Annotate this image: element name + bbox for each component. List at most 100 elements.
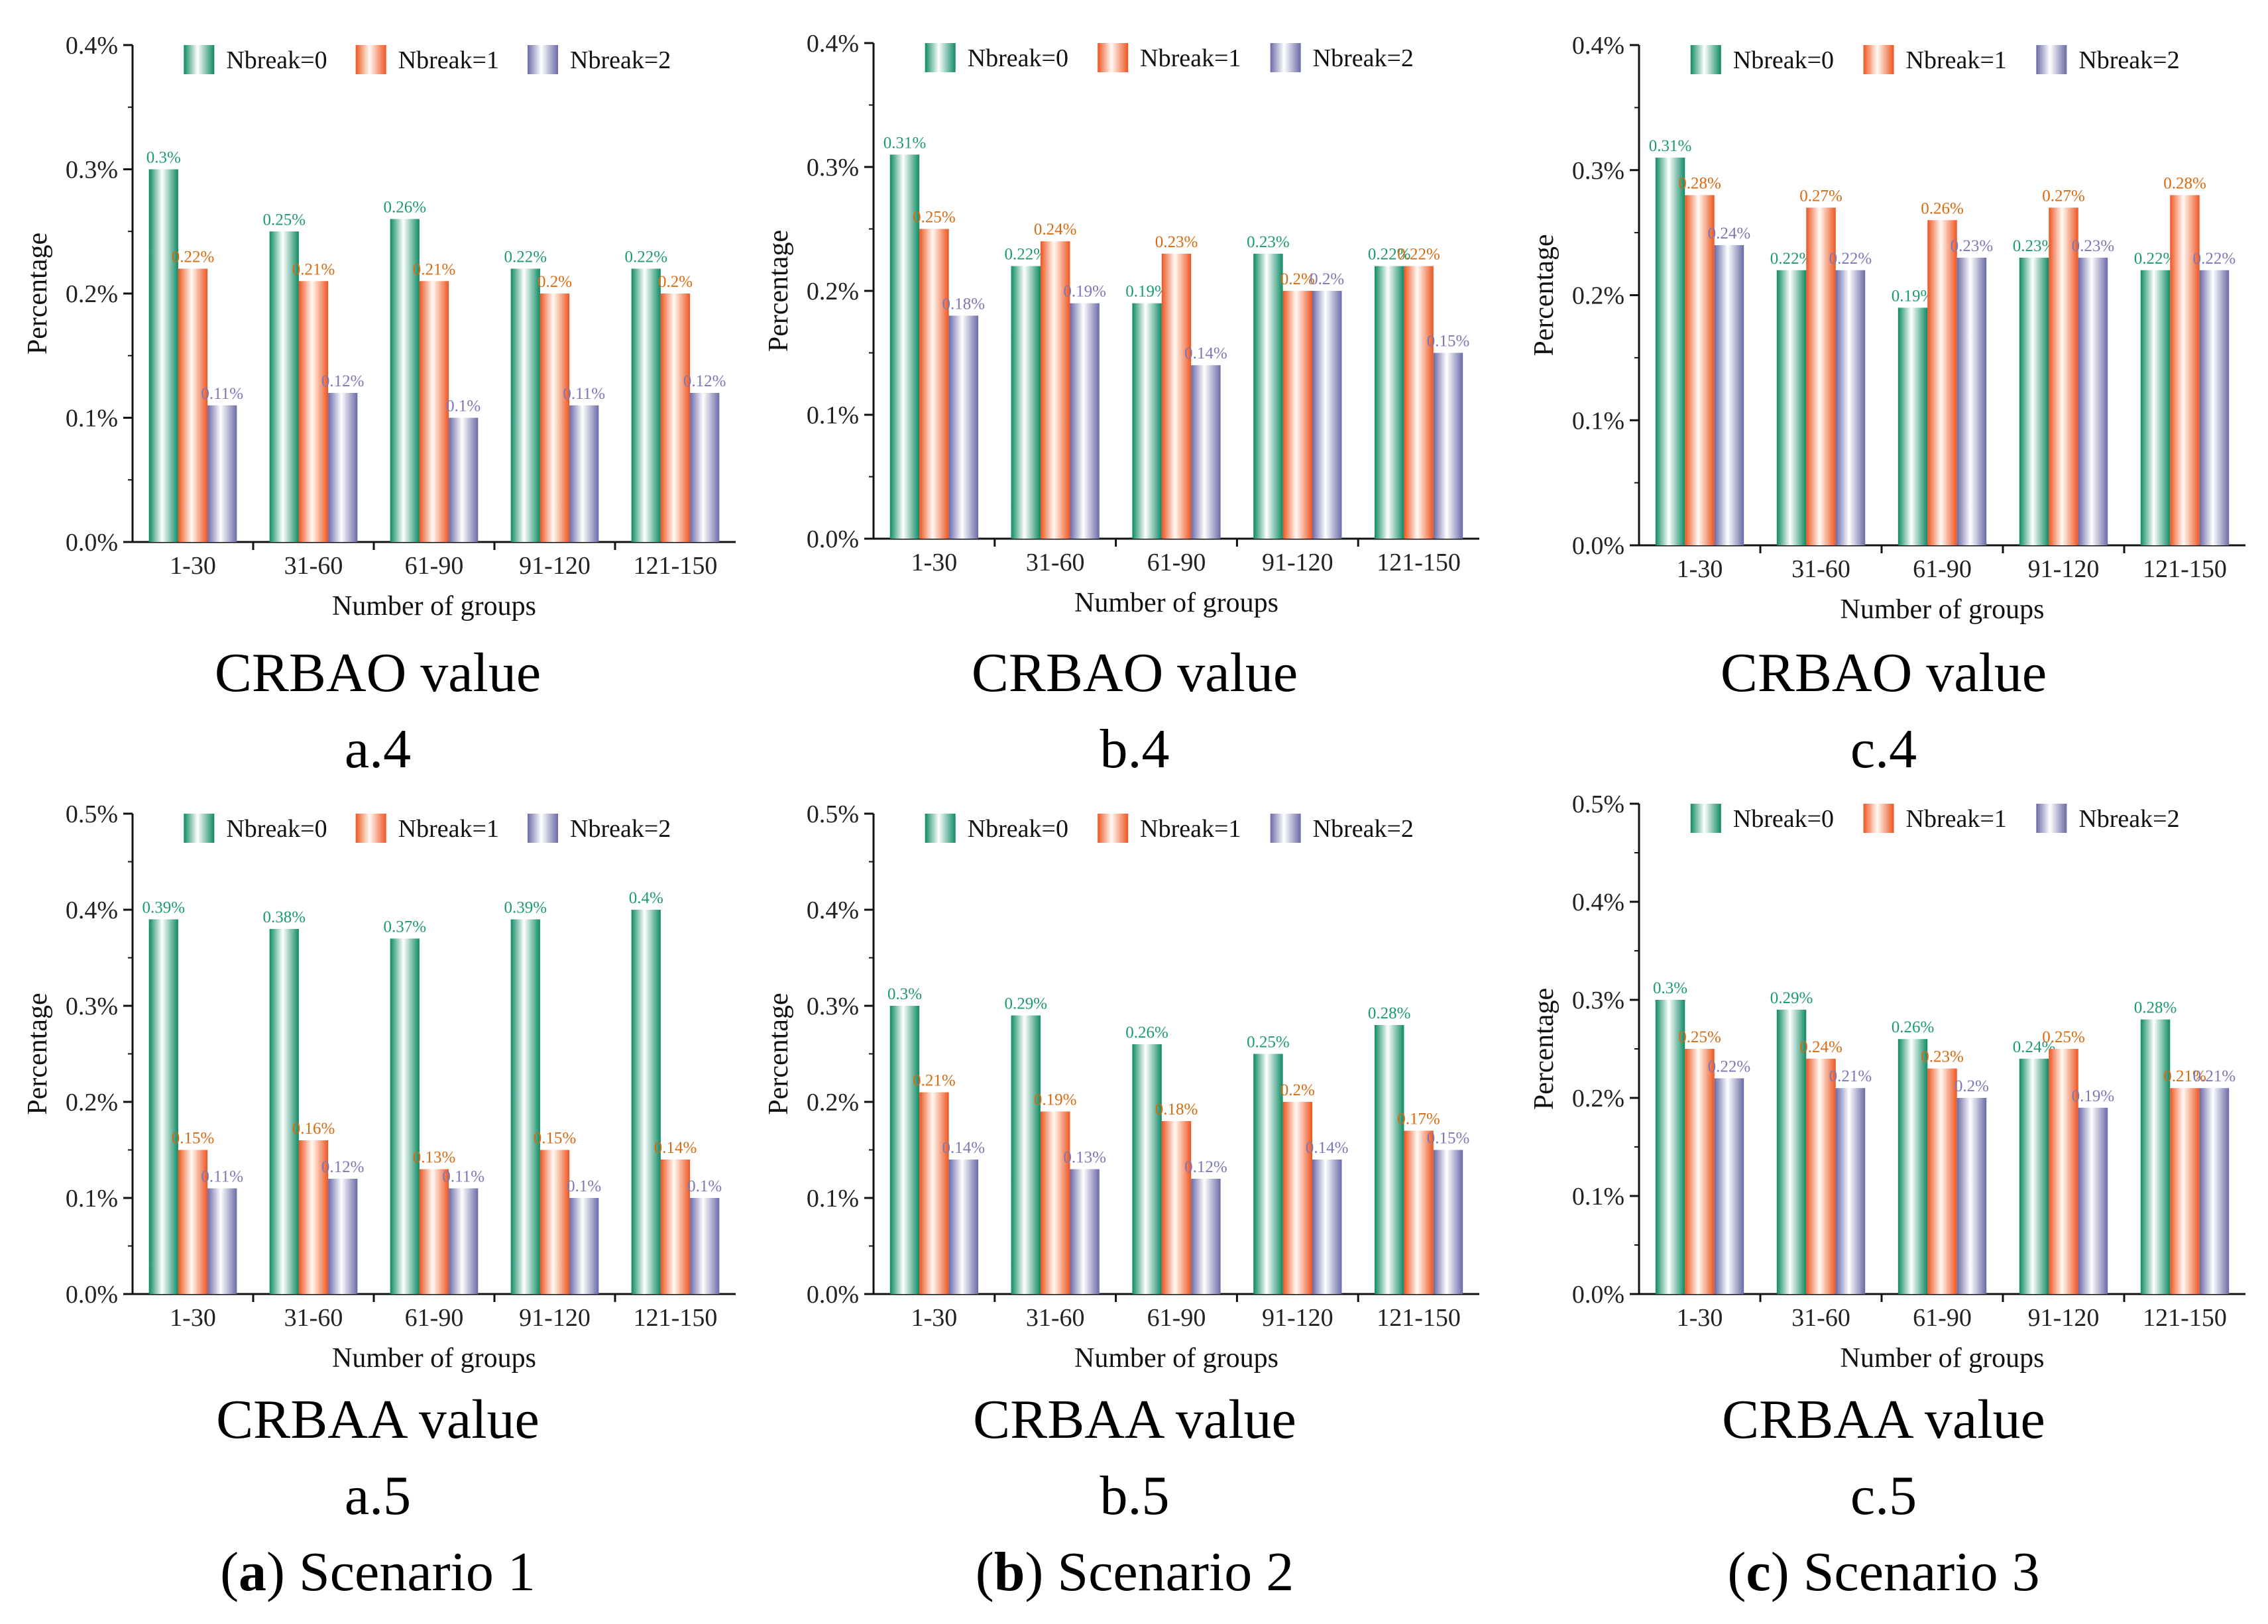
x-tick-label: 31-60 [284, 552, 343, 580]
data-label-nbreak0: 0.22% [624, 248, 667, 266]
data-label-nbreak2: 0.21% [2193, 1067, 2236, 1085]
y-tick-label: 0.4% [66, 896, 118, 924]
data-label-nbreak1: 0.22% [172, 248, 215, 266]
legend-swatch-nbreak1 [1098, 43, 1129, 72]
bar-nbreak1-121-150 [660, 294, 691, 542]
data-label-nbreak1: 0.23% [1921, 1048, 1964, 1066]
data-label-nbreak0: 0.22% [2134, 250, 2177, 268]
y-tick-label: 0.2% [807, 1089, 859, 1116]
y-tick-label: 0.1% [1572, 1183, 1624, 1211]
x-tick-label: 91-120 [2028, 555, 2100, 583]
data-label-nbreak2: 0.11% [442, 1168, 484, 1186]
data-label-nbreak2: 0.21% [1829, 1067, 1872, 1085]
y-tick-label: 0.3% [1572, 157, 1624, 185]
bar-nbreak1-91-120 [539, 1150, 570, 1294]
bar-nbreak2-1-30 [207, 405, 237, 542]
data-label-nbreak2: 0.14% [1306, 1139, 1349, 1157]
data-label-nbreak1: 0.2% [538, 273, 572, 291]
legend-label-nbreak1: Nbreak=1 [1140, 44, 1241, 72]
x-tick-label: 91-120 [1262, 1304, 1333, 1332]
data-label-nbreak1: 0.2% [1280, 1081, 1315, 1099]
data-label-nbreak1: 0.27% [1799, 187, 1843, 205]
chart-label-b5: b.5 [1100, 1465, 1170, 1527]
bar-nbreak1-61-90 [419, 281, 449, 542]
x-tick-label: 121-150 [2143, 555, 2227, 583]
y-tick-label: 0.5% [66, 800, 118, 828]
y-tick-label: 0.1% [807, 1185, 859, 1213]
bar-nbreak0-91-120 [2019, 257, 2049, 545]
scenario-title-a: Scenario 1 [285, 1541, 536, 1603]
data-label-nbreak1: 0.25% [913, 209, 956, 227]
data-label-nbreak1: 0.21% [2163, 1067, 2206, 1085]
y-axis-title: Percentage [1529, 234, 1559, 356]
y-tick-label: 0.1% [66, 405, 118, 433]
data-label-nbreak2: 0.2% [1310, 270, 1344, 288]
x-tick-label: 61-90 [1147, 1304, 1206, 1332]
bar-nbreak2-61-90 [1956, 257, 1987, 545]
data-label-nbreak2: 0.1% [446, 398, 481, 415]
bar-nbreak2-121-150 [690, 393, 720, 542]
bar-nbreak2-31-60 [328, 1179, 358, 1294]
data-label-nbreak2: 0.11% [563, 385, 605, 403]
y-tick-label: 0.0% [66, 1281, 118, 1309]
data-label-nbreak2: 0.23% [2072, 237, 2115, 255]
data-label-nbreak0: 0.39% [504, 899, 547, 917]
bar-nbreak1-31-60 [298, 281, 329, 542]
data-label-nbreak2: 0.15% [1427, 333, 1470, 351]
bar-nbreak1-61-90 [1927, 220, 1957, 545]
y-tick-label: 0.4% [66, 32, 118, 60]
bar-nbreak2-61-90 [449, 1188, 479, 1294]
data-label-nbreak0: 0.22% [1368, 246, 1411, 264]
bar-nbreak1-1-30 [178, 268, 208, 542]
y-tick-label: 0.0% [1572, 532, 1624, 560]
data-label-nbreak0: 0.29% [1004, 995, 1047, 1013]
data-label-nbreak2: 0.14% [1184, 345, 1227, 362]
bar-nbreak1-31-60 [298, 1140, 329, 1294]
bar-nbreak0-91-120 [510, 268, 540, 542]
legend-swatch-nbreak0 [925, 43, 956, 72]
data-label-nbreak1: 0.24% [1034, 221, 1077, 239]
y-tick-label: 0.5% [807, 800, 859, 828]
bar-nbreak2-121-150 [2199, 1088, 2230, 1294]
data-label-nbreak1: 0.28% [1678, 175, 1721, 193]
legend-swatch-nbreak2 [1270, 43, 1301, 72]
y-tick-label: 0.4% [807, 896, 859, 924]
y-tick-label: 0.1% [66, 1185, 118, 1213]
chart-label-a5: a.5 [345, 1465, 411, 1527]
data-label-nbreak1: 0.15% [172, 1130, 215, 1148]
bar-nbreak0-91-120 [1253, 1054, 1283, 1294]
y-tick-label: 0.3% [807, 154, 859, 182]
bar-nbreak2-91-120 [569, 405, 599, 542]
legend-swatch-nbreak2 [528, 45, 559, 74]
bar-nbreak2-91-120 [1312, 291, 1342, 539]
y-tick-label: 0.3% [66, 156, 118, 184]
legend-label-nbreak1: Nbreak=1 [398, 46, 499, 74]
bar-nbreak1-31-60 [1040, 1111, 1070, 1294]
bar-nbreak0-1-30 [1655, 157, 1685, 545]
legend-swatch-nbreak1 [1098, 814, 1129, 843]
x-tick-label: 31-60 [284, 1304, 343, 1332]
data-label-nbreak1: 0.27% [2042, 187, 2085, 205]
legend-label-nbreak2: Nbreak=2 [570, 46, 671, 74]
data-label-nbreak0: 0.22% [1004, 246, 1047, 264]
y-axis-title: Percentage [764, 993, 794, 1114]
data-label-nbreak2: 0.19% [1063, 283, 1106, 301]
data-label-nbreak1: 0.21% [292, 260, 335, 278]
y-tick-label: 0.3% [66, 993, 118, 1020]
chart-panel-c4: 0.0% 0.1% 0.2% 0.3% 0.4% Percentage Number of … [1529, 32, 2245, 625]
bar-nbreak2-61-90 [1191, 1179, 1221, 1294]
legend-swatch-nbreak1 [355, 814, 386, 843]
bar-nbreak2-1-30 [948, 1160, 979, 1294]
scenario-caption-c: (c) Scenario 3 [1727, 1541, 2039, 1603]
y-tick-label: 0.2% [66, 280, 118, 308]
data-label-nbreak0: 0.19% [1125, 283, 1168, 301]
y-tick-label: 0.2% [1572, 1085, 1624, 1112]
data-label-nbreak1: 0.2% [658, 273, 693, 291]
bar-nbreak0-61-90 [1898, 1039, 1928, 1294]
data-label-nbreak0: 0.3% [1653, 979, 1687, 997]
x-tick-label: 1-30 [911, 1304, 958, 1332]
bar-nbreak1-121-150 [1404, 266, 1434, 539]
bar-nbreak0-91-120 [510, 919, 540, 1294]
bar-nbreak0-61-90 [390, 219, 420, 542]
chart-label-a4: a.4 [345, 718, 411, 780]
